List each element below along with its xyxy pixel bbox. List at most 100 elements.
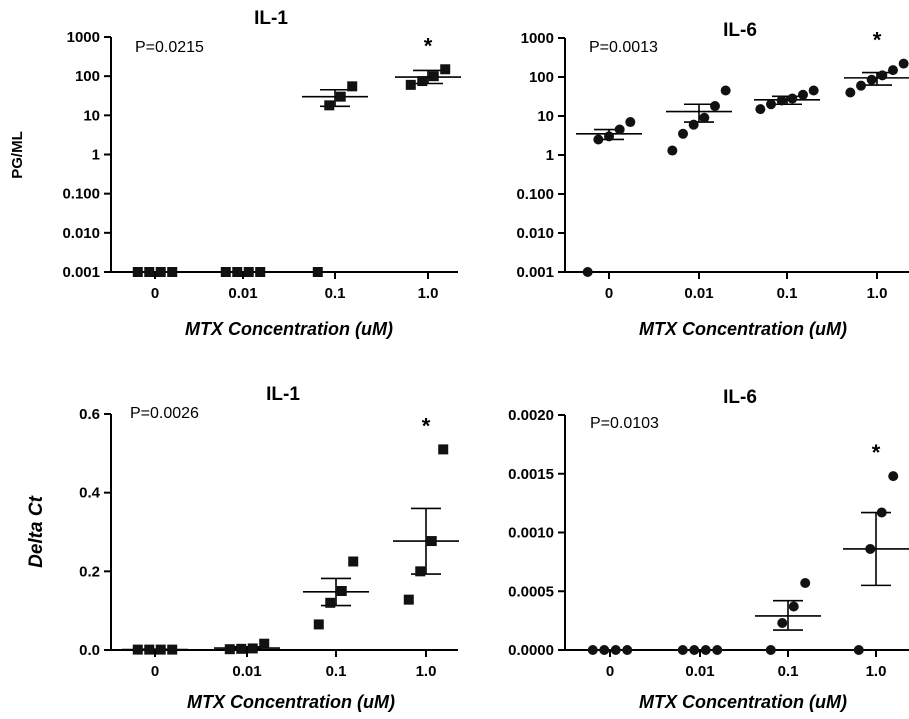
significance-marker: * (873, 28, 882, 53)
y-tick-label: 0.0005 (508, 583, 554, 600)
y-tick-label: 0.0000 (508, 642, 554, 659)
data-point (845, 87, 856, 98)
data-point (313, 619, 324, 630)
data-point (677, 645, 688, 655)
y-tick-label: 0.0010 (508, 525, 554, 542)
significance-marker: * (424, 33, 433, 58)
data-point (224, 644, 235, 655)
data-point (259, 638, 270, 649)
data-point (599, 645, 610, 655)
x-tick-label: 0.1 (326, 663, 347, 680)
data-point (255, 267, 266, 277)
data-point (709, 101, 720, 112)
chart-title: IL-1 (266, 384, 300, 405)
panel-il1-protein: IL-1 P=0.0215 PG/ML MTX Concentration (u… (9, 8, 461, 339)
data-point (866, 74, 877, 85)
data-point (132, 267, 143, 277)
y-tick-label: 0.010 (62, 225, 100, 242)
data-point (865, 543, 876, 554)
x-axis-label: MTX Concentration (uM) (187, 692, 395, 712)
x-tick-label: 1.0 (866, 663, 887, 680)
data-point (155, 644, 166, 655)
y-tick-label: 100 (529, 69, 554, 86)
x-tick-label: 0.01 (232, 663, 261, 680)
data-point (625, 117, 636, 128)
data-point (877, 70, 888, 81)
p-value: P=0.0013 (589, 39, 658, 56)
data-point (667, 145, 678, 156)
data-point (167, 267, 178, 277)
data-point (856, 80, 867, 91)
chart-title: IL-6 (723, 20, 757, 41)
y-tick-label: 10 (537, 108, 554, 125)
panel-il6-protein: IL-6 P=0.0013 MTX Concentration (uM) 0.0… (516, 20, 909, 339)
data-point (614, 124, 625, 135)
data-point (887, 65, 898, 76)
data-point (415, 566, 426, 577)
plot-area: 0.001 0.010 0.100 1 10 100 1000 0 0.01 0.1 1.0 * (516, 28, 909, 302)
data-point (678, 128, 689, 139)
y-tick-label: 0.001 (62, 264, 100, 281)
data-point (347, 81, 358, 92)
data-point (766, 99, 777, 110)
y-tick-label: 0.010 (516, 225, 554, 242)
x-tick-label: 0.01 (684, 285, 713, 302)
data-point (405, 79, 416, 90)
data-point (720, 85, 731, 96)
data-point (593, 134, 604, 145)
data-point (336, 586, 347, 596)
data-point (335, 91, 346, 102)
y-tick-label: 0.6 (79, 406, 100, 423)
y-tick-label: 0.100 (62, 186, 100, 203)
significance-marker: * (872, 440, 881, 465)
plot-area: 0.0 0.2 0.4 0.6 0 0.01 0.1 1.0 * (79, 406, 459, 680)
data-point (438, 444, 449, 455)
data-point (440, 64, 451, 75)
y-tick-label: 0.100 (516, 186, 554, 203)
data-point (587, 645, 598, 655)
data-point (312, 267, 323, 277)
y-tick-label: 1 (546, 147, 554, 164)
x-tick-label: 1.0 (416, 663, 437, 680)
y-tick-label: 100 (75, 68, 100, 85)
data-point (777, 617, 788, 628)
x-tick-label: 0 (606, 663, 614, 680)
data-point (604, 131, 614, 142)
data-point (144, 644, 155, 655)
x-tick-label: 0 (605, 285, 613, 302)
y-tick-label: 10 (83, 107, 100, 124)
x-tick-label: 1.0 (867, 285, 888, 302)
data-point (700, 645, 711, 655)
x-tick-label: 0.1 (325, 285, 346, 302)
y-tick-label: 0.0020 (508, 407, 554, 424)
data-point (428, 71, 439, 82)
x-tick-label: 0.1 (777, 285, 798, 302)
panel-il6-expression: IL-6 P=0.0103 MTX Concentration (uM) 0.0… (508, 387, 909, 712)
data-point (247, 643, 258, 654)
data-point (236, 643, 247, 654)
data-point (232, 267, 243, 277)
p-value: P=0.0215 (135, 39, 204, 56)
x-axis-label: MTX Concentration (uM) (185, 319, 393, 339)
data-point (755, 104, 766, 115)
data-point (155, 267, 166, 277)
significance-marker: * (422, 413, 431, 438)
y-tick-label: 0.2 (79, 563, 100, 580)
data-point (808, 85, 819, 96)
data-point (888, 471, 899, 482)
data-point (776, 95, 787, 106)
x-tick-label: 0.01 (685, 663, 714, 680)
y-tick-label: 0.001 (516, 264, 554, 281)
data-point (348, 556, 359, 567)
chart-title: IL-6 (723, 387, 757, 408)
data-point (243, 267, 254, 277)
data-point (403, 594, 414, 605)
data-point (132, 644, 143, 655)
x-tick-label: 0 (151, 663, 159, 680)
y-axis-label: Delta Ct (26, 495, 47, 567)
data-point (324, 100, 335, 111)
chart-title: IL-1 (254, 8, 288, 29)
p-value: P=0.0103 (590, 415, 659, 432)
y-tick-label: 1000 (521, 30, 554, 47)
x-tick-label: 0.1 (778, 663, 799, 680)
